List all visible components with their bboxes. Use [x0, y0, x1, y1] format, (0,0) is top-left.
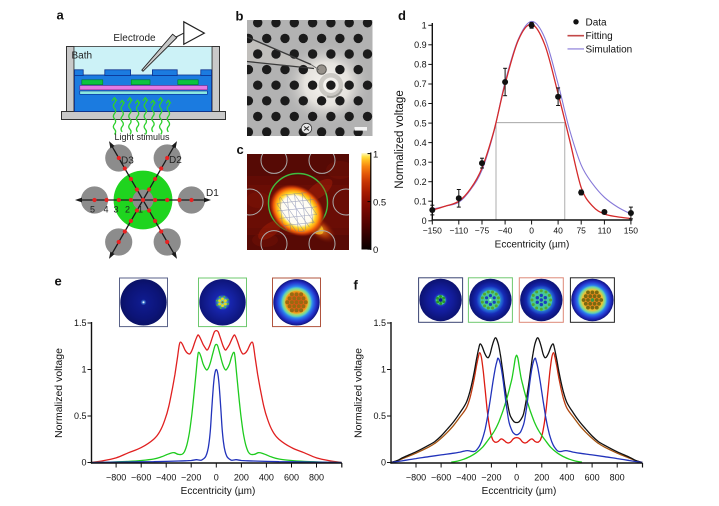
svg-text:Fitting: Fitting	[586, 31, 613, 42]
svg-text:0.2: 0.2	[414, 177, 427, 187]
svg-text:b: b	[236, 9, 244, 24]
svg-text:0.4: 0.4	[414, 138, 427, 148]
svg-text:0: 0	[381, 458, 386, 468]
svg-text:−800: −800	[106, 473, 126, 483]
svg-text:800: 800	[610, 473, 625, 483]
svg-text:40: 40	[553, 226, 563, 236]
svg-text:1.5: 1.5	[74, 318, 87, 328]
svg-text:Eccentricity (µm): Eccentricity (µm)	[495, 240, 570, 251]
svg-text:0.7: 0.7	[414, 79, 427, 89]
svg-text:f: f	[354, 278, 359, 293]
svg-text:Simulation: Simulation	[586, 44, 633, 55]
svg-text:400: 400	[559, 473, 574, 483]
svg-text:200: 200	[534, 473, 549, 483]
svg-text:a: a	[57, 8, 65, 23]
svg-text:150: 150	[624, 226, 638, 236]
svg-text:Normalized voltage: Normalized voltage	[353, 348, 365, 438]
svg-text:5: 5	[90, 205, 95, 215]
svg-text:Data: Data	[586, 17, 608, 28]
svg-text:200: 200	[234, 473, 249, 483]
svg-text:−600: −600	[431, 473, 451, 483]
svg-text:0.6: 0.6	[414, 99, 427, 109]
svg-text:600: 600	[284, 473, 299, 483]
svg-text:1: 1	[422, 21, 427, 31]
svg-text:−400: −400	[156, 473, 176, 483]
svg-text:0.1: 0.1	[414, 196, 427, 206]
svg-text:110: 110	[598, 226, 612, 236]
svg-text:1: 1	[138, 205, 143, 215]
svg-text:0: 0	[514, 473, 519, 483]
svg-text:Normalized voltage: Normalized voltage	[394, 90, 406, 188]
svg-text:1: 1	[381, 365, 386, 375]
svg-text:Normalized voltage: Normalized voltage	[53, 348, 65, 438]
svg-text:600: 600	[585, 473, 600, 483]
svg-text:d: d	[398, 8, 406, 23]
svg-text:Eccentricity (µm): Eccentricity (µm)	[482, 486, 557, 497]
svg-text:D2: D2	[169, 155, 182, 166]
svg-text:0.5: 0.5	[373, 198, 386, 209]
svg-text:0.8: 0.8	[414, 60, 427, 70]
svg-text:0.5: 0.5	[373, 411, 386, 421]
svg-text:−40: −40	[498, 226, 513, 236]
svg-text:1.5: 1.5	[373, 318, 386, 328]
svg-text:1: 1	[81, 365, 86, 375]
svg-text:0: 0	[373, 245, 378, 256]
svg-text:−200: −200	[181, 473, 201, 483]
svg-text:0.9: 0.9	[414, 40, 427, 50]
svg-text:Eccentricity (µm): Eccentricity (µm)	[181, 486, 256, 497]
svg-text:0.3: 0.3	[414, 157, 427, 167]
svg-text:0: 0	[529, 226, 534, 236]
svg-text:Bath: Bath	[72, 51, 93, 62]
svg-text:0.5: 0.5	[414, 118, 427, 128]
svg-text:−600: −600	[131, 473, 151, 483]
svg-text:−75: −75	[475, 226, 490, 236]
svg-text:2: 2	[125, 205, 130, 215]
svg-text:e: e	[55, 274, 62, 289]
svg-text:800: 800	[309, 473, 324, 483]
svg-text:c: c	[237, 142, 244, 157]
svg-text:−400: −400	[456, 473, 476, 483]
svg-text:0: 0	[422, 216, 427, 226]
svg-text:75: 75	[576, 226, 586, 236]
svg-text:D3: D3	[121, 156, 134, 167]
svg-text:−110: −110	[450, 226, 469, 236]
svg-text:−150: −150	[423, 226, 442, 236]
svg-text:Electrode: Electrode	[113, 33, 156, 44]
svg-text:0: 0	[81, 458, 86, 468]
svg-text:4: 4	[103, 205, 108, 215]
svg-text:Light stimulus: Light stimulus	[114, 132, 170, 142]
svg-text:400: 400	[259, 473, 274, 483]
svg-text:−200: −200	[481, 473, 501, 483]
svg-text:0: 0	[214, 473, 219, 483]
svg-text:−800: −800	[406, 473, 426, 483]
svg-text:0.5: 0.5	[74, 411, 87, 421]
svg-text:3: 3	[113, 205, 118, 215]
svg-text:1: 1	[373, 150, 378, 161]
svg-text:D1: D1	[206, 188, 219, 199]
